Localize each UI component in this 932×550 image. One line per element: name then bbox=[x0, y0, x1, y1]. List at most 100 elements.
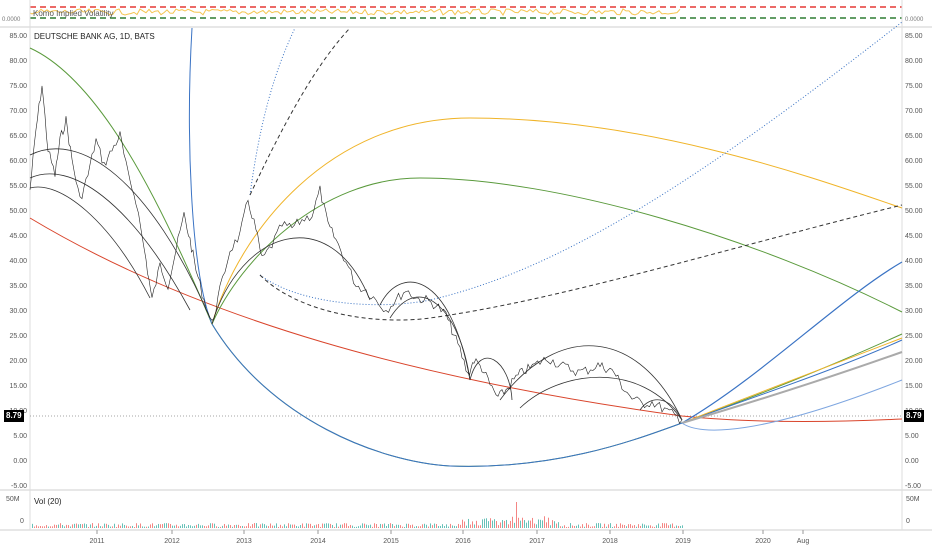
volume-bar bbox=[110, 526, 111, 528]
volume-bar bbox=[380, 523, 381, 528]
volume-bar bbox=[640, 525, 641, 528]
volume-bar bbox=[604, 523, 605, 528]
volume-bar bbox=[66, 524, 67, 528]
volume-bar bbox=[516, 502, 517, 528]
volume-bar bbox=[246, 526, 247, 528]
volume-bar bbox=[468, 518, 469, 528]
volume-bar bbox=[324, 523, 325, 528]
black-arc-7 bbox=[469, 357, 513, 401]
volume-bar bbox=[488, 521, 489, 528]
last-price-tag-left: 8.79 bbox=[4, 410, 24, 422]
x-tick-label: 2016 bbox=[455, 538, 471, 545]
volume-bar bbox=[676, 525, 677, 528]
volume-bar bbox=[622, 524, 623, 528]
volume-bar bbox=[346, 523, 347, 528]
volume-bar bbox=[520, 520, 521, 528]
volume-bar bbox=[654, 526, 655, 528]
volume-bar bbox=[296, 525, 297, 528]
volume-bar bbox=[384, 523, 385, 528]
volume-bar bbox=[574, 526, 575, 528]
y-tick-left: 45.00 bbox=[9, 233, 27, 240]
volume-bar bbox=[258, 526, 259, 528]
volume-bar bbox=[456, 526, 457, 528]
volume-bar bbox=[84, 523, 85, 528]
volume-bar bbox=[214, 523, 215, 528]
volume-bar bbox=[164, 523, 165, 528]
volume-bar bbox=[218, 526, 219, 528]
volume-bar bbox=[108, 524, 109, 528]
volume-bar bbox=[70, 526, 71, 528]
volume-bar bbox=[212, 523, 213, 528]
volume-bar bbox=[446, 524, 447, 528]
volume-bar bbox=[308, 523, 309, 528]
volume-bar bbox=[556, 523, 557, 528]
volume-bar bbox=[54, 524, 55, 528]
volume-bar bbox=[254, 523, 255, 528]
y-tick-right: 35.00 bbox=[905, 283, 923, 290]
volume-bar bbox=[280, 524, 281, 528]
volume-bar bbox=[614, 526, 615, 528]
black-arc-1 bbox=[29, 148, 211, 319]
volume-bar bbox=[232, 526, 233, 528]
volume-bar bbox=[558, 522, 559, 528]
volume-bar bbox=[338, 526, 339, 528]
volume-bar bbox=[320, 526, 321, 528]
volume-bar bbox=[594, 526, 595, 528]
black-arc-9 bbox=[519, 376, 683, 421]
volume-bar bbox=[624, 525, 625, 528]
volume-bar bbox=[376, 523, 377, 528]
x-tick-label: 2019 bbox=[675, 538, 691, 545]
volume-bar bbox=[278, 526, 279, 528]
y-tick-left: 15.00 bbox=[9, 383, 27, 390]
volume-bar bbox=[390, 523, 391, 528]
x-tick-label: 2018 bbox=[602, 538, 618, 545]
volume-bar bbox=[262, 523, 263, 528]
y-tick-right: 65.00 bbox=[905, 133, 923, 140]
volume-bar bbox=[462, 519, 463, 528]
volume-bar bbox=[568, 526, 569, 528]
volume-bar bbox=[406, 523, 407, 528]
volume-bar bbox=[372, 526, 373, 528]
volume-bottom-tick-right: 0 bbox=[906, 518, 910, 525]
volume-bar bbox=[396, 524, 397, 528]
volume-bar bbox=[178, 526, 179, 528]
volume-bar bbox=[340, 524, 341, 528]
volume-bar bbox=[630, 524, 631, 528]
y-tick-right: 85.00 bbox=[905, 33, 923, 40]
volume-bar bbox=[532, 517, 533, 528]
volume-bar bbox=[444, 526, 445, 528]
volume-bar bbox=[542, 520, 543, 528]
volume-bar bbox=[362, 523, 363, 528]
volume-bar bbox=[662, 523, 663, 528]
volume-bar bbox=[104, 523, 105, 528]
x-tick-label: 2014 bbox=[310, 538, 326, 545]
volume-bar bbox=[476, 520, 477, 528]
red-arc bbox=[29, 217, 903, 423]
volume-bar bbox=[248, 523, 249, 528]
black-arc-6 bbox=[389, 296, 471, 381]
volume-bar bbox=[500, 522, 501, 528]
volume-bar bbox=[528, 520, 529, 528]
y-tick-right: 0.00 bbox=[905, 458, 919, 465]
volume-bar bbox=[484, 518, 485, 528]
volume-bar bbox=[92, 523, 93, 528]
y-tick-right: 5.00 bbox=[905, 433, 919, 440]
gold-upper-arc bbox=[211, 117, 903, 325]
volume-bar bbox=[300, 525, 301, 528]
volume-bar bbox=[554, 521, 555, 528]
y-tick-right: 40.00 bbox=[905, 258, 923, 265]
y-tick-right: -5.00 bbox=[905, 483, 921, 490]
y-axis-right: 85.00 80.00 75.00 70.00 65.00 60.00 55.00 50.00… bbox=[905, 33, 923, 490]
y-tick-right: 50.00 bbox=[905, 208, 923, 215]
volume-bar bbox=[536, 524, 537, 528]
volume-bar bbox=[226, 525, 227, 528]
volume-bar bbox=[552, 520, 553, 528]
volume-bar bbox=[174, 525, 175, 528]
volume-bar bbox=[60, 523, 61, 528]
volume-bar bbox=[666, 523, 667, 528]
volume-bar bbox=[350, 524, 351, 528]
volume-bar bbox=[206, 526, 207, 528]
volume-bar bbox=[586, 523, 587, 528]
volume-bar bbox=[180, 525, 181, 528]
